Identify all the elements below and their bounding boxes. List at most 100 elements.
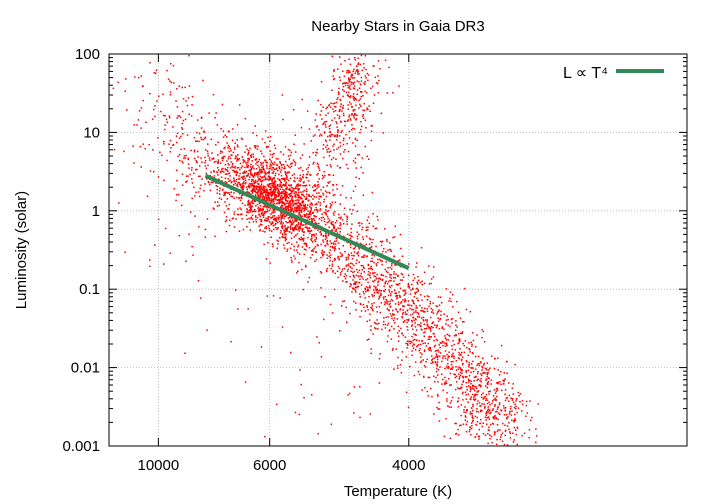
star-point [303,237,305,240]
star-point [329,240,331,242]
star-point [267,241,269,244]
star-point [285,174,287,176]
star-point [344,250,346,253]
star-point [261,212,263,214]
star-point [430,350,432,352]
star-point [353,85,356,87]
star-point [181,122,184,125]
star-point [440,302,443,304]
star-point [246,166,248,168]
star-point [178,153,181,156]
star-point [325,206,327,208]
star-point [486,382,489,384]
star-point [475,346,477,348]
star-point [271,201,273,203]
star-point [411,299,413,302]
star-point [212,158,215,160]
star-point [303,189,305,192]
star-point [224,164,227,166]
star-point [324,139,327,141]
star-point [361,269,363,271]
star-point [399,364,402,366]
star-point [281,236,283,238]
star-point [268,183,270,185]
star-point [352,70,354,73]
star-point [282,222,284,224]
star-point [353,128,356,130]
star-point [244,381,247,383]
star-point [411,345,414,347]
star-point [227,170,229,172]
star-point [314,184,316,186]
star-point [361,256,363,258]
star-point [270,189,272,191]
star-point [486,423,488,425]
star-point [238,157,240,160]
star-point [318,342,320,344]
star-point [444,383,446,385]
star-point [313,195,316,198]
star-point [366,155,368,158]
star-point [236,139,238,141]
star-point [309,173,311,176]
star-point [405,356,408,358]
star-point [457,397,460,399]
star-point [497,429,499,431]
star-point [333,78,335,81]
star-point [258,183,260,185]
star-point [341,130,343,132]
star-point [441,341,444,343]
star-point [196,140,198,142]
star-point [332,102,334,105]
star-point [422,310,425,312]
star-point [525,415,527,417]
star-point [278,185,281,188]
star-point [258,186,261,188]
star-point [337,265,340,268]
star-point [488,369,490,371]
star-point [255,172,257,174]
star-point [336,114,339,116]
star-point [372,238,374,241]
star-point [265,146,268,149]
star-point [269,165,271,168]
star-point [460,424,462,426]
star-point [474,415,477,418]
star-point [289,227,292,229]
star-point [458,378,460,380]
star-point [396,295,398,297]
star-point [438,309,440,311]
star-point [422,342,424,345]
star-point [246,208,248,211]
star-point [226,166,229,169]
star-point [277,192,280,195]
star-point [416,281,419,283]
star-point [343,120,346,122]
star-point [485,393,488,396]
star-point [277,188,279,191]
star-point [297,246,299,248]
star-point [337,276,339,279]
star-point [377,280,380,282]
star-point [311,186,314,188]
star-point [387,294,390,297]
star-point [239,193,241,195]
star-point [286,195,288,198]
star-point [254,208,256,211]
star-point [479,379,481,382]
star-point [154,115,156,118]
star-point [277,158,279,160]
star-point [333,194,336,196]
star-point [296,199,299,201]
star-point [229,148,231,150]
star-point [372,85,374,88]
star-point [295,203,297,206]
star-point [431,361,434,363]
star-point [259,185,262,187]
star-point [366,306,368,308]
star-point [371,268,374,271]
star-point [301,228,304,230]
star-point [514,363,516,366]
star-point [331,119,333,122]
star-point [422,319,424,321]
